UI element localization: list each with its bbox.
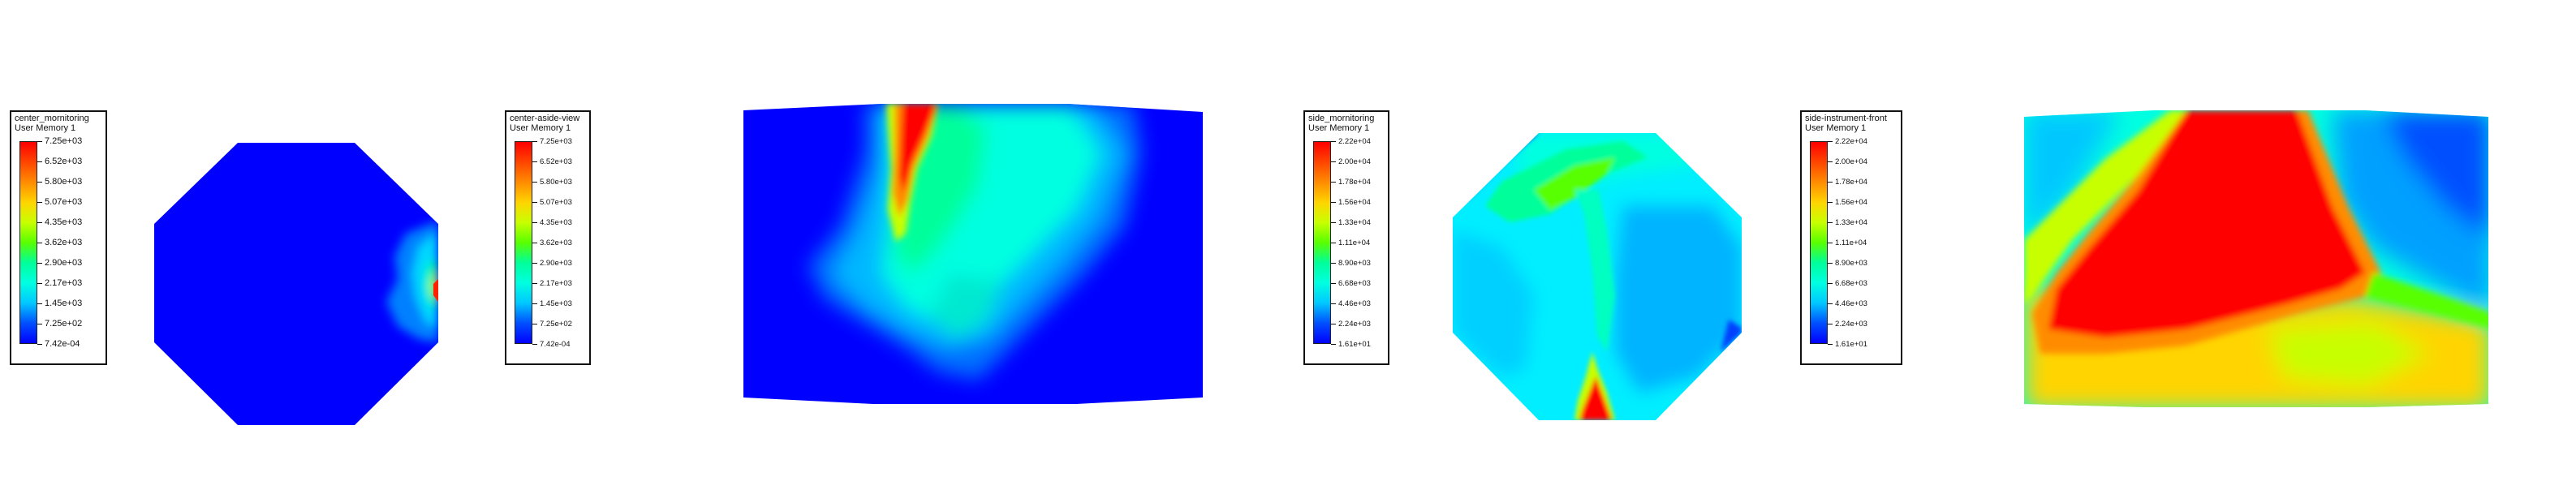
- colorbar-tick-label: 7.25e+02: [37, 319, 82, 329]
- field-region: [1721, 320, 1742, 352]
- colorbar-tick-label: 8.90e+03: [1828, 258, 1867, 269]
- hotspot-region: [1579, 376, 1612, 420]
- field-region: [1574, 190, 1615, 352]
- colorbar-tick-label: 3.62e+03: [37, 238, 82, 248]
- colorbar-tick-label: 6.52e+03: [532, 157, 572, 167]
- colorbar-legend-side-mornitoring: side_mornitoring User Memory 1 2.22e+04 2…: [1303, 110, 1389, 365]
- colorbar-ticks: 2.22e+04 2.00e+04 1.78e+04 1.56e+04 1.33e+04…: [1828, 137, 1893, 349]
- colorbar-tick-label: 1.56e+04: [1828, 197, 1867, 208]
- colorbar-tick-label: 1.45e+03: [37, 299, 82, 309]
- colorbar-tick-label: 2.24e+03: [1331, 319, 1371, 329]
- colorbar-ticks: 2.22e+04 2.00e+04 1.78e+04 1.56e+04 1.33e+04…: [1331, 137, 1396, 349]
- colorbar-tick-label: 1.11e+04: [1828, 238, 1867, 248]
- colorbar-tick-label: 4.35e+03: [37, 217, 82, 228]
- contour-plot-center-aside-view: [743, 104, 1206, 407]
- legend-subtitle: User Memory 1: [15, 123, 76, 133]
- colorbar-tick-label: 1.45e+03: [532, 299, 572, 309]
- contour-svg: [2024, 110, 2488, 407]
- legend-subtitle: User Memory 1: [510, 123, 571, 133]
- colorbar-ticks: 7.25e+03 6.52e+03 5.80e+03 5.07e+03 4.35e+03…: [37, 136, 102, 349]
- colorbar-tick-label: 7.25e+03: [37, 136, 82, 147]
- colorbar-tick-label: 4.46e+03: [1331, 299, 1371, 309]
- colorbar: [1313, 141, 1331, 344]
- colorbar-legend-center-aside-view: center-aside-view User Memory 1 7.25e+03…: [505, 110, 591, 365]
- colorbar-tick-label: 2.00e+04: [1828, 157, 1867, 167]
- colorbar: [515, 141, 532, 344]
- colorbar-tick-label: 1.61e+01: [1828, 339, 1867, 350]
- colorbar-tick-label: 7.42e-04: [532, 339, 571, 350]
- colorbar-tick-label: 2.22e+04: [1331, 136, 1371, 147]
- colorbar-tick-label: 7.25e+02: [532, 319, 572, 329]
- colorbar-tick-label: 1.11e+04: [1331, 238, 1370, 248]
- colorbar-tick-label: 1.56e+04: [1331, 197, 1371, 208]
- colorbar-tick-label: 2.22e+04: [1828, 136, 1867, 147]
- colorbar-tick-label: 5.07e+03: [37, 197, 82, 208]
- field-region: [930, 274, 1003, 339]
- contour-plot-side-instrument-front: [2024, 110, 2492, 410]
- legend-subtitle: User Memory 1: [1805, 123, 1867, 133]
- colorbar-legend-side-instrument-front: side-instrument-front User Memory 1 2.22…: [1800, 110, 1902, 365]
- contour-svg: [154, 143, 438, 425]
- field-region: [1453, 230, 1534, 376]
- colorbar-tick-label: 7.42e-04: [37, 339, 80, 350]
- field-region: [1615, 206, 1742, 393]
- colorbar-tick-label: 2.24e+03: [1828, 319, 1867, 329]
- field-region: [2024, 110, 2186, 305]
- contour-svg: [1453, 133, 1742, 420]
- contour-plot-center-mornitoring: [154, 143, 438, 425]
- colorbar-tick-label: 5.80e+03: [37, 177, 82, 187]
- colorbar-tick-label: 7.25e+03: [532, 136, 572, 147]
- colorbar: [19, 141, 37, 344]
- field-background: [154, 143, 438, 425]
- legend-title: center_mornitoring: [15, 114, 89, 123]
- colorbar-tick-label: 2.90e+03: [37, 258, 82, 269]
- hotspot-region: [899, 104, 937, 193]
- colorbar-tick-label: 2.17e+03: [532, 278, 572, 289]
- colorbar-tick-label: 1.33e+04: [1331, 217, 1371, 228]
- hotspot-region: [433, 279, 438, 302]
- colorbar-tick-label: 6.68e+03: [1828, 278, 1867, 289]
- contour-svg: [743, 104, 1203, 404]
- legend-title: center-aside-view: [510, 114, 580, 123]
- field-region: [2268, 321, 2430, 386]
- colorbar-tick-label: 5.80e+03: [532, 177, 572, 187]
- field-region: [2365, 273, 2488, 329]
- colorbar-tick-label: 6.52e+03: [37, 157, 82, 167]
- colorbar: [1810, 141, 1828, 344]
- colorbar-ticks: 7.25e+03 6.52e+03 5.80e+03 5.07e+03 4.35e+03…: [532, 137, 597, 349]
- colorbar-tick-label: 8.90e+03: [1331, 258, 1371, 269]
- colorbar-tick-label: 2.90e+03: [532, 258, 572, 269]
- legend-title: side_mornitoring: [1308, 114, 1375, 123]
- field-region: [2381, 110, 2488, 240]
- colorbar-tick-label: 4.46e+03: [1828, 299, 1867, 309]
- legend-title: side-instrument-front: [1805, 114, 1887, 123]
- colorbar-tick-label: 2.17e+03: [37, 278, 82, 289]
- field-region: [2024, 110, 2122, 240]
- colorbar-tick-label: 1.78e+04: [1828, 177, 1867, 187]
- colorbar-tick-label: 5.07e+03: [532, 197, 572, 208]
- field-region: [1534, 157, 1615, 210]
- colorbar-tick-label: 1.61e+01: [1331, 339, 1371, 350]
- colorbar-tick-label: 4.35e+03: [532, 217, 572, 228]
- colorbar-tick-label: 1.33e+04: [1828, 217, 1867, 228]
- hotspot-region: [2048, 110, 2365, 337]
- colorbar-tick-label: 6.68e+03: [1331, 278, 1371, 289]
- contour-plot-side-mornitoring: [1453, 133, 1745, 420]
- colorbar-legend-center-mornitoring: center_mornitoring User Memory 1 7.25e+0…: [10, 110, 107, 365]
- colorbar-tick-label: 1.78e+04: [1331, 177, 1371, 187]
- colorbar-tick-label: 3.62e+03: [532, 238, 572, 248]
- legend-subtitle: User Memory 1: [1308, 123, 1370, 133]
- colorbar-tick-label: 2.00e+04: [1331, 157, 1371, 167]
